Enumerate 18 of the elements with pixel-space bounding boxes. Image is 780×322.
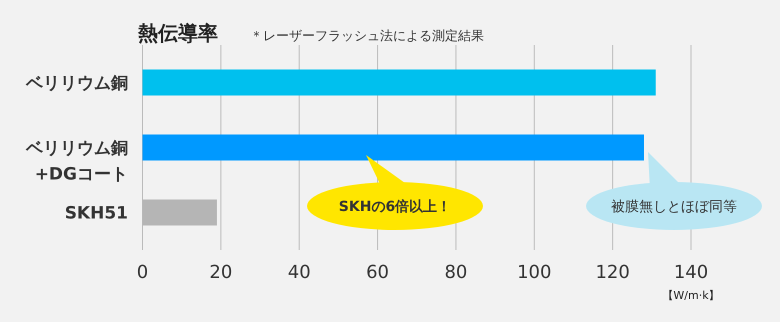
annotation: 被膜無しとほぼ同等: [611, 199, 737, 215]
bar: [142, 134, 644, 160]
x-tick-label: 80: [444, 262, 468, 283]
y-tick-label: ベリリウム銅: [25, 74, 128, 94]
bar: [142, 70, 656, 96]
x-tick-label: 20: [209, 262, 232, 283]
chart-title: 熱伝導率: [137, 21, 218, 45]
x-tick-label: 140: [674, 262, 708, 283]
y-tick-label: SKH51: [64, 204, 128, 224]
x-tick-label: 120: [595, 262, 630, 283]
annotation: SKHの6倍以上！: [338, 198, 452, 215]
x-axis-title: 【W/m·k】: [662, 289, 720, 302]
x-tick-label: 60: [366, 262, 390, 283]
chart-subtitle: ＊レーザーフラッシュ法による測定結果: [250, 29, 484, 44]
x-tick-label: 100: [517, 262, 552, 283]
y-tick-label: ベリリウム銅 +DGコート: [25, 138, 128, 184]
x-tick-label: 40: [288, 262, 311, 283]
x-tick-label: 0: [136, 262, 148, 283]
